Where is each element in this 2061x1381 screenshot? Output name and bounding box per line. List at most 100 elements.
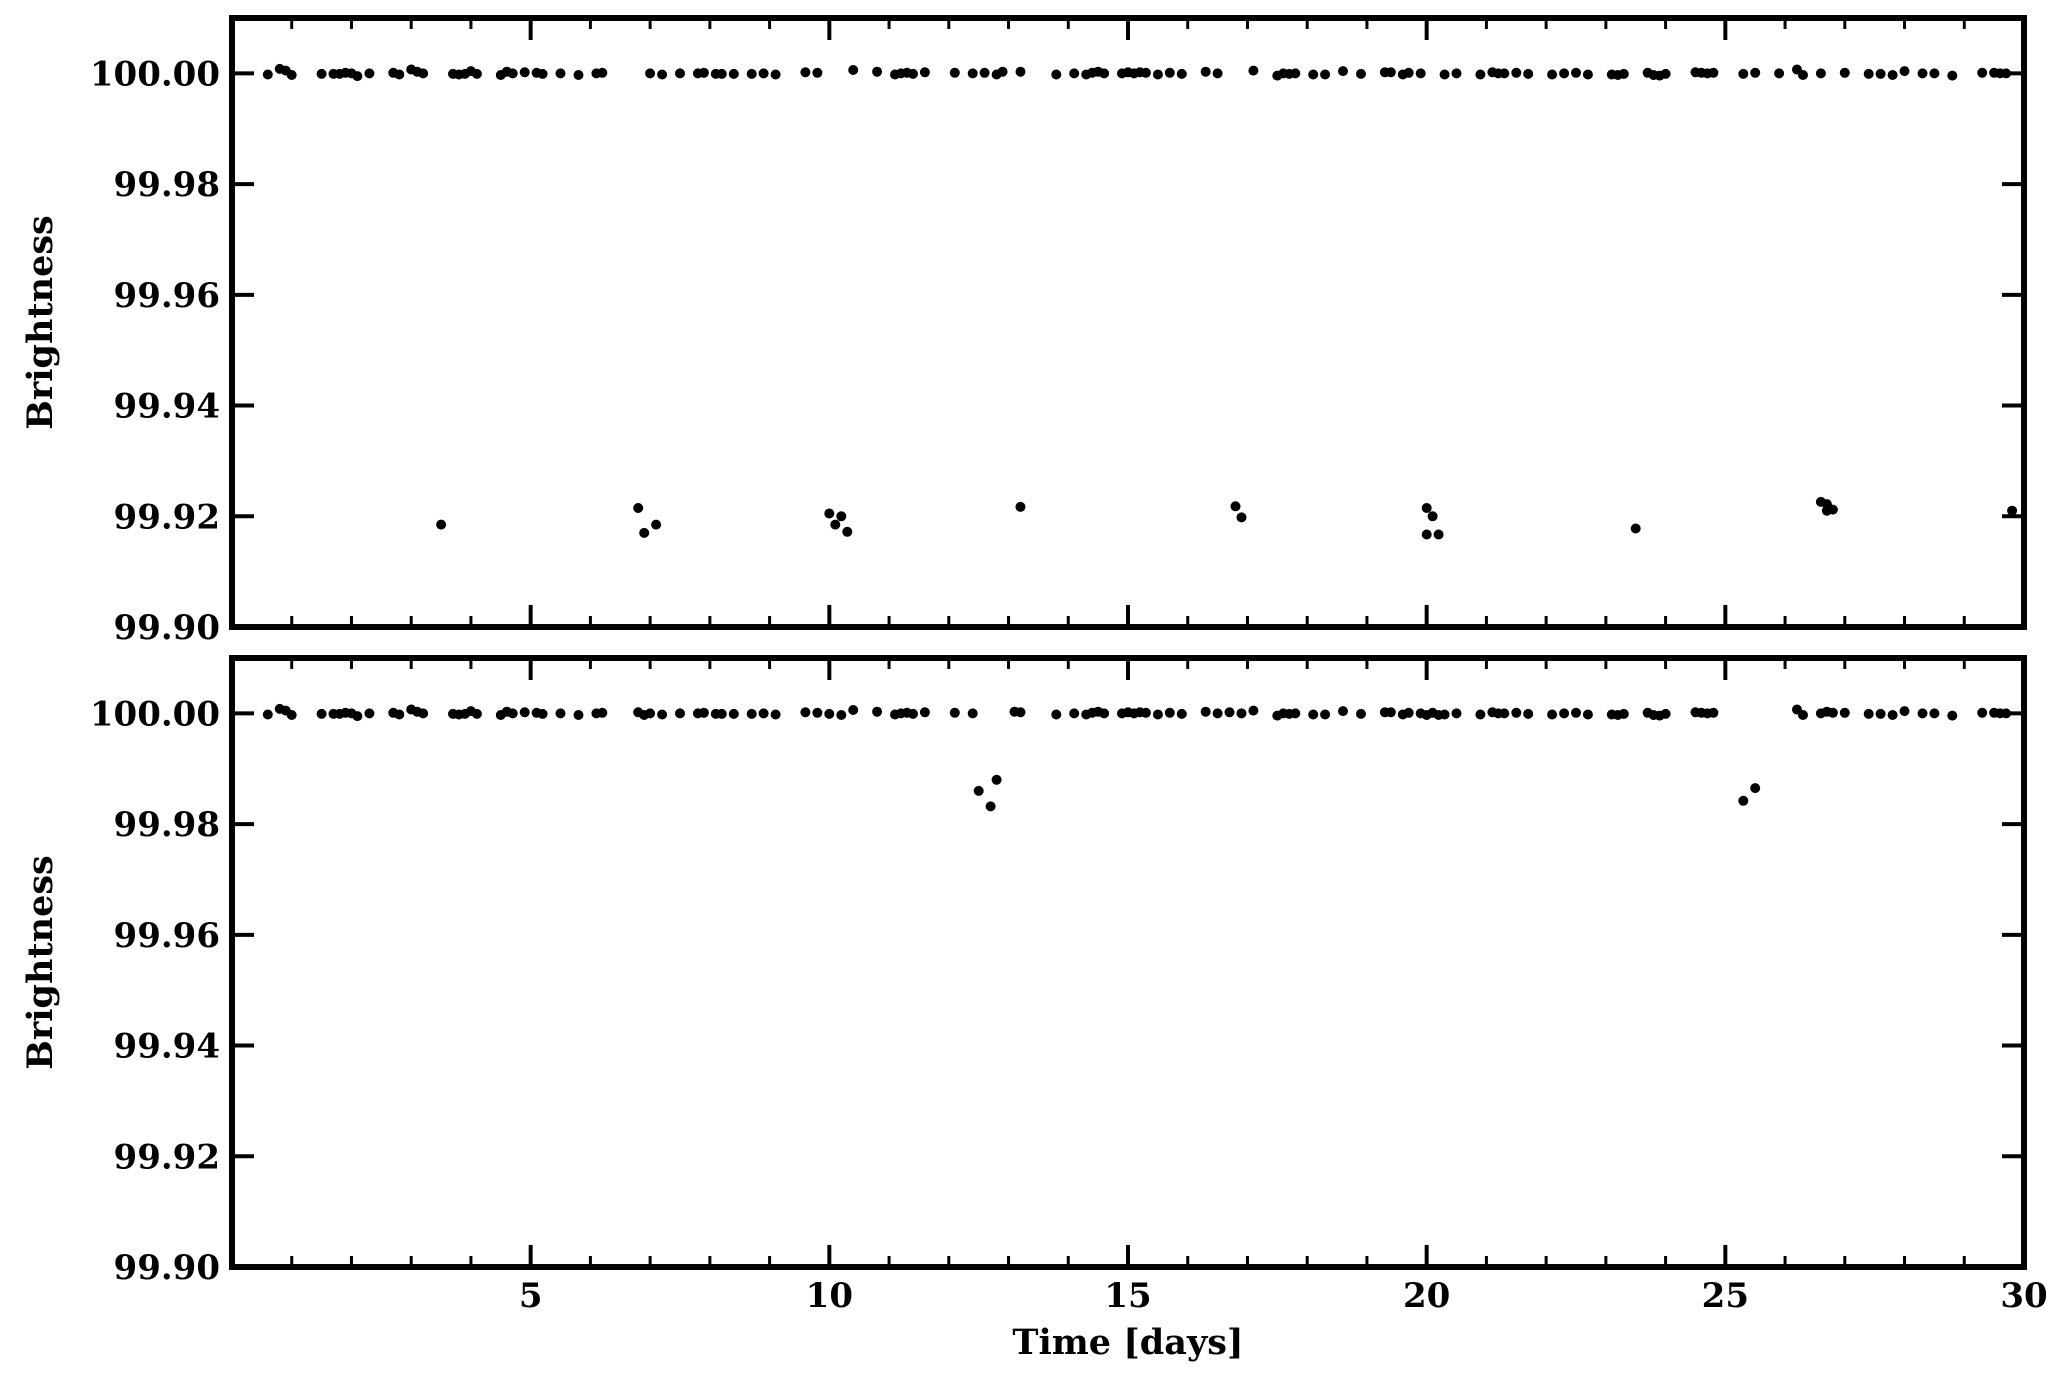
data-point <box>1224 707 1235 718</box>
data-point <box>1200 706 1211 717</box>
data-point <box>770 709 781 720</box>
data-point <box>1140 67 1151 78</box>
data-point <box>728 708 739 719</box>
y-tick-label: 99.92 <box>114 497 220 537</box>
data-point <box>770 69 781 80</box>
data-point <box>1887 70 1898 80</box>
x-tick-label: 15 <box>1104 1276 1151 1316</box>
data-point <box>1308 69 1319 80</box>
data-point <box>1230 501 1241 512</box>
data-point <box>1738 795 1749 806</box>
data-point <box>1176 708 1187 719</box>
data-point <box>1917 68 1928 79</box>
data-point <box>1750 67 1761 78</box>
x-axis-label: Time [days] <box>1012 1322 1243 1363</box>
data-point <box>645 68 656 79</box>
data-point <box>973 785 984 796</box>
data-point <box>1164 707 1175 718</box>
data-point <box>800 707 811 718</box>
data-point <box>364 68 375 79</box>
data-point <box>1356 708 1366 719</box>
data-point <box>1774 68 1785 79</box>
data-point <box>1236 512 1247 523</box>
data-point <box>800 67 811 78</box>
data-point <box>1308 709 1319 720</box>
data-point <box>842 526 853 537</box>
data-point <box>1212 708 1223 719</box>
y-tick-label: 99.94 <box>114 387 220 427</box>
data-point <box>1977 707 1988 718</box>
data-point <box>1338 66 1348 77</box>
data-point <box>262 69 273 80</box>
data-point <box>1200 66 1211 77</box>
data-point <box>1815 68 1826 79</box>
data-point <box>436 519 447 530</box>
data-point <box>812 67 823 78</box>
x-tick-label: 20 <box>1403 1276 1450 1316</box>
data-point <box>286 70 297 80</box>
data-point <box>1571 67 1581 78</box>
data-point <box>1947 710 1958 721</box>
data-point <box>555 708 566 719</box>
data-point <box>1385 67 1396 78</box>
y-tick-label: 99.92 <box>114 1137 220 1177</box>
y-tick-label: 99.90 <box>114 608 220 648</box>
data-point <box>1403 707 1414 718</box>
y-tick-label: 99.90 <box>114 1248 220 1288</box>
data-point <box>633 503 644 513</box>
data-point <box>507 68 518 79</box>
data-point <box>824 508 835 519</box>
data-point <box>1899 66 1910 77</box>
data-point <box>1415 68 1426 79</box>
data-point <box>352 711 363 722</box>
data-point <box>991 774 1002 785</box>
data-point <box>716 68 727 79</box>
data-point <box>1523 708 1534 719</box>
data-point <box>1451 708 1462 719</box>
data-point <box>1863 708 1874 719</box>
data-point <box>1547 69 1558 80</box>
data-point <box>758 68 769 79</box>
data-point <box>908 708 918 719</box>
y-tick-label: 99.94 <box>114 1027 220 1067</box>
data-point <box>1559 708 1570 719</box>
data-point <box>1547 709 1558 720</box>
data-point <box>657 709 668 720</box>
data-point <box>597 67 608 78</box>
data-point <box>1015 501 1026 512</box>
data-point <box>1929 68 1940 79</box>
data-point <box>949 707 960 718</box>
x-tick-label: 10 <box>806 1276 853 1316</box>
data-point <box>1051 69 1062 80</box>
data-point <box>1582 709 1593 720</box>
data-point <box>1582 69 1593 80</box>
data-point <box>698 67 709 78</box>
data-point <box>1839 707 1850 718</box>
data-point <box>1571 707 1581 718</box>
bottom-panel: 99.90 99.92 99.94 99.96 99.98 100.00 5 10 15 20 25… <box>20 655 2048 1363</box>
data-point <box>1152 709 1163 720</box>
data-point <box>1212 68 1223 79</box>
data-point <box>286 710 297 720</box>
data-point <box>758 708 769 719</box>
data-point <box>394 69 405 80</box>
data-point <box>1511 707 1522 718</box>
data-point <box>967 708 978 719</box>
y-tick-label: 100.00 <box>90 54 220 94</box>
data-point <box>1839 67 1850 78</box>
data-point <box>824 708 835 719</box>
data-point <box>1421 503 1432 513</box>
data-point <box>1523 68 1534 79</box>
data-point <box>1140 707 1151 718</box>
data-point <box>836 710 847 720</box>
data-point <box>1015 707 1026 718</box>
data-point <box>1917 708 1928 719</box>
data-point <box>1164 67 1175 78</box>
data-point <box>1356 68 1366 79</box>
data-point <box>1451 68 1462 79</box>
data-point <box>985 801 996 812</box>
data-point <box>1290 68 1301 79</box>
data-point <box>1152 69 1163 80</box>
data-point <box>716 708 727 719</box>
data-point <box>919 67 930 78</box>
